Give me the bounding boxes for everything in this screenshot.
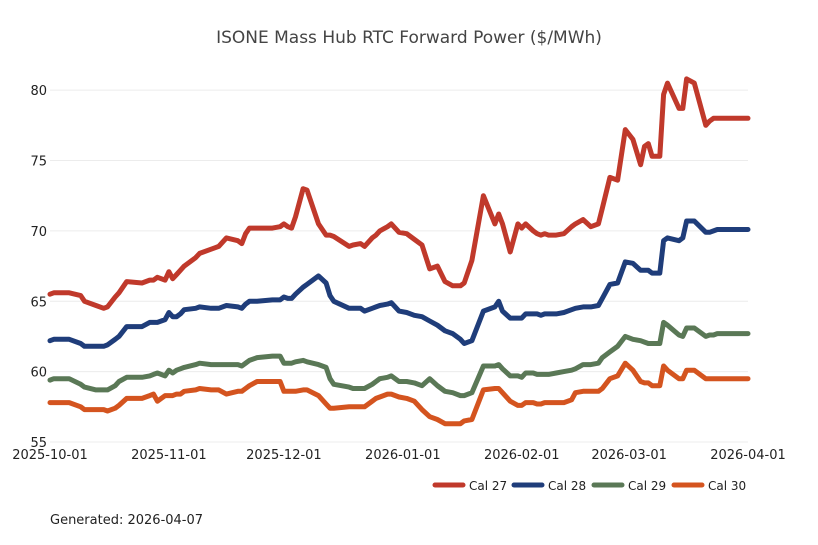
legend-label-cal-30: Cal 30 — [708, 479, 746, 493]
y-tick-label: 70 — [30, 225, 47, 240]
axes: 55 60 65 70 75 80 2025-10-01 2025-11-01 2025-12-… — [12, 84, 786, 463]
chart-title: ISONE Mass Hub RTC Forward Power ($/MWh) — [216, 28, 602, 48]
series-line-cal-27 — [47, 76, 751, 311]
legend: Cal 27 Cal 28 Cal 29 Cal 30 — [432, 479, 746, 493]
series-line-cal-29 — [47, 319, 751, 399]
x-tick-label: 2025-10-01 — [12, 448, 88, 463]
y-tick-label: 75 — [30, 155, 47, 170]
x-tick-label: 2025-12-01 — [246, 448, 322, 463]
x-tick-label: 2026-04-01 — [710, 448, 786, 463]
series-lines — [47, 76, 751, 427]
y-tick-label: 80 — [30, 84, 47, 99]
legend-label-cal-27: Cal 27 — [469, 479, 507, 493]
series-line-cal-30 — [47, 360, 751, 427]
x-tick-label: 2026-03-01 — [591, 448, 667, 463]
x-tick-label: 2026-01-01 — [365, 448, 441, 463]
gridlines — [50, 89, 748, 443]
series-line-cal-28 — [47, 218, 751, 349]
generated-footer: Generated: 2026-04-07 — [50, 513, 204, 528]
x-tick-label: 2025-11-01 — [131, 448, 207, 463]
legend-label-cal-29: Cal 29 — [628, 479, 666, 493]
y-tick-label: 65 — [30, 295, 47, 310]
legend-label-cal-28: Cal 28 — [548, 479, 586, 493]
y-tick-label: 60 — [30, 366, 47, 381]
y-tick-label: 55 — [30, 436, 47, 451]
x-tick-label: 2026-02-01 — [484, 448, 560, 463]
